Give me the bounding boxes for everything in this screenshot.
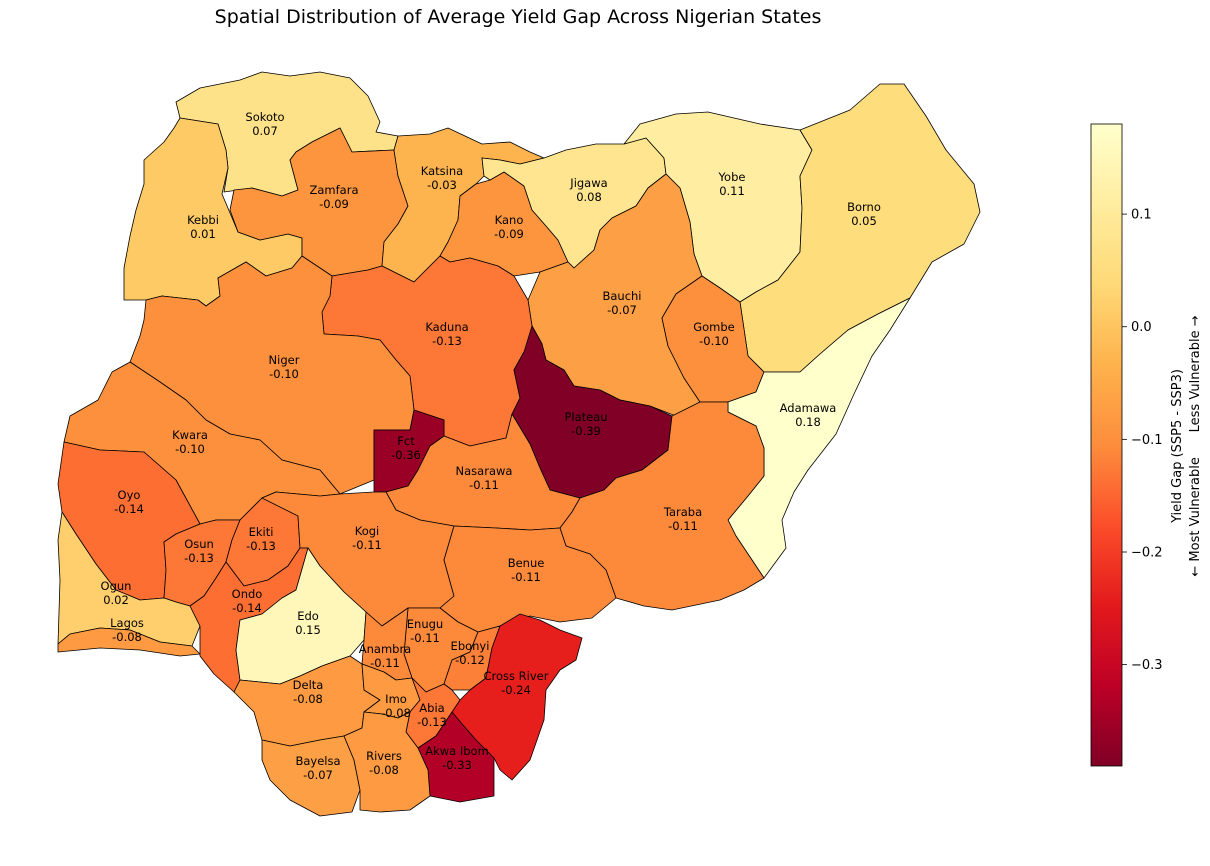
state-value-ekiti: -0.13 [246, 539, 276, 553]
colorbar-ticks: 0.1 0.0 −0.1 −0.2 −0.3 [1122, 208, 1163, 673]
state-value-ogun: 0.02 [103, 593, 129, 607]
state-value-benue: -0.11 [511, 570, 541, 584]
state-value-gombe: -0.10 [699, 334, 729, 348]
state-name-ogun: Ogun [101, 579, 132, 593]
state-value-osun: -0.13 [184, 551, 214, 565]
state-value-zamfara: -0.09 [319, 197, 349, 211]
state-name-rivers: Rivers [366, 749, 402, 763]
state-value-niger: -0.10 [269, 367, 299, 381]
state-name-bayelsa: Bayelsa [295, 754, 340, 768]
map-title: Spatial Distribution of Average Yield Ga… [214, 6, 822, 28]
state-name-enugu: Enugu [407, 617, 443, 631]
state-name-imo: Imo [385, 692, 407, 706]
colorbar-gradient [1090, 123, 1123, 767]
state-name-kebbi: Kebbi [187, 213, 219, 227]
state-name-gombe: Gombe [693, 320, 735, 334]
state-name-ekiti: Ekiti [249, 525, 274, 539]
state-value-bayelsa: -0.07 [303, 768, 333, 782]
state-name-bauchi: Bauchi [602, 289, 641, 303]
state-cross-river [451, 613, 583, 781]
state-ogun [57, 511, 201, 647]
state-value-enugu: -0.11 [410, 631, 440, 645]
state-name-akwa-ibom: Akwa Ibom [425, 744, 489, 758]
state-benue [439, 525, 617, 633]
state-name-sokoto: Sokoto [245, 110, 284, 124]
state-value-lagos: -0.08 [112, 630, 142, 644]
state-value-ebonyi: -0.12 [455, 653, 485, 667]
colorbar-tick-label: 0.1 [1131, 208, 1152, 223]
state-name-ondo: Ondo [232, 587, 263, 601]
state-value-plateau: -0.39 [571, 424, 601, 438]
state-labels-layer: Sokoto0.07Kebbi0.01Zamfara-0.09Katsina-0… [101, 110, 881, 782]
state-name-benue: Benue [508, 556, 545, 570]
state-name-kwara: Kwara [172, 428, 208, 442]
state-value-fct: -0.36 [391, 448, 421, 462]
state-name-fct: Fct [397, 434, 415, 448]
state-value-borno: 0.05 [851, 214, 877, 228]
state-value-akwa-ibom: -0.33 [442, 758, 472, 772]
state-value-kogi: -0.11 [352, 538, 382, 552]
state-name-delta: Delta [293, 678, 324, 692]
state-name-yobe: Yobe [718, 170, 746, 184]
colorbar-tick-label: −0.1 [1131, 433, 1163, 448]
state-lagos [57, 627, 201, 657]
state-name-plateau: Plateau [564, 410, 607, 424]
state-name-edo: Edo [297, 609, 319, 623]
state-name-niger: Niger [269, 353, 300, 367]
state-value-kwara: -0.10 [175, 442, 205, 456]
state-name-katsina: Katsina [421, 164, 463, 178]
state-name-kano: Kano [495, 213, 524, 227]
state-value-adamawa: 0.18 [795, 415, 821, 429]
colorbar-sublabel: ← Most Vulnerable Less Vulnerable → [1188, 315, 1203, 576]
colorbar-tick-label: 0.0 [1131, 320, 1152, 335]
state-name-ebonyi: Ebonyi [451, 639, 490, 653]
state-name-adamawa: Adamawa [780, 401, 837, 415]
state-value-ondo: -0.14 [232, 601, 262, 615]
state-value-jigawa: 0.08 [576, 190, 602, 204]
state-name-nasarawa: Nasarawa [456, 464, 513, 478]
state-bayelsa [261, 735, 361, 817]
state-name-cross-river: Cross River [484, 669, 549, 683]
state-name-osun: Osun [184, 537, 214, 551]
state-name-lagos: Lagos [110, 616, 144, 630]
state-value-delta: -0.08 [293, 692, 323, 706]
state-value-imo: -0.08 [381, 706, 411, 720]
state-name-taraba: Taraba [663, 505, 702, 519]
state-value-rivers: -0.08 [369, 763, 399, 777]
state-value-abia: -0.13 [417, 715, 447, 729]
state-name-oyo: Oyo [118, 488, 141, 502]
state-rivers [343, 711, 431, 813]
colorbar: 0.1 0.0 −0.1 −0.2 −0.3 Yield Gap (SSP5 - SSP… [1090, 123, 1203, 767]
state-name-kaduna: Kaduna [425, 320, 468, 334]
state-value-taraba: -0.11 [668, 519, 698, 533]
state-name-zamfara: Zamfara [310, 183, 359, 197]
state-value-cross-river: -0.24 [501, 683, 531, 697]
state-value-oyo: -0.14 [114, 502, 144, 516]
state-value-kano: -0.09 [494, 227, 524, 241]
state-value-nasarawa: -0.11 [469, 478, 499, 492]
state-value-sokoto: 0.07 [252, 124, 278, 138]
state-value-edo: 0.15 [295, 623, 321, 637]
state-value-bauchi: -0.07 [607, 303, 637, 317]
state-value-yobe: 0.11 [719, 184, 745, 198]
state-value-kaduna: -0.13 [432, 334, 462, 348]
states-layer [57, 71, 981, 817]
colorbar-label: Yield Gap (SSP5 - SSP3) [1170, 369, 1185, 524]
colorbar-tick-label: −0.2 [1131, 546, 1163, 561]
state-name-kogi: Kogi [355, 524, 380, 538]
state-value-kebbi: 0.01 [190, 227, 216, 241]
state-value-katsina: -0.03 [427, 178, 457, 192]
state-value-anambra: -0.11 [370, 656, 400, 670]
state-name-jigawa: Jigawa [569, 176, 607, 190]
state-name-abia: Abia [419, 701, 444, 715]
state-name-borno: Borno [847, 200, 881, 214]
colorbar-tick-label: −0.3 [1131, 658, 1163, 673]
state-name-anambra: Anambra [359, 642, 411, 656]
